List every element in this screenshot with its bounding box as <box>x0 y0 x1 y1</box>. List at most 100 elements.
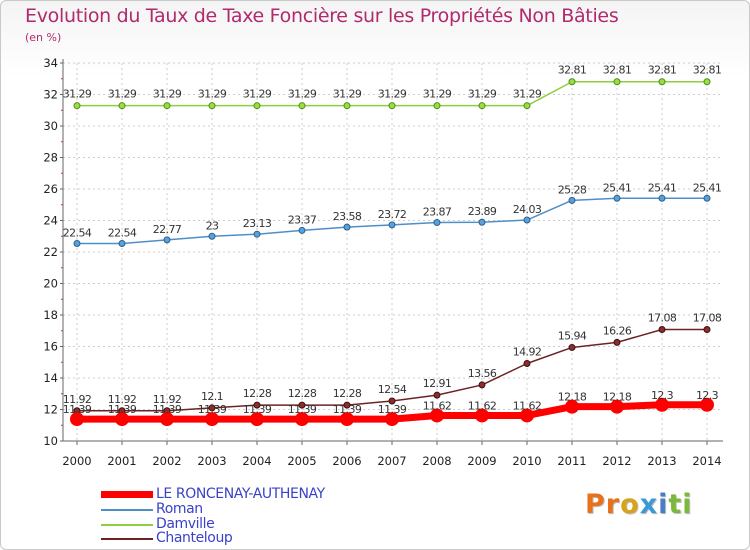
data-point-damville <box>343 102 351 110</box>
data-point-roman <box>478 218 486 226</box>
data-label-chanteloup: 17.08 <box>693 311 722 324</box>
y-tick-label: 10 <box>43 434 58 448</box>
data-label-chanteloup: 14.92 <box>513 346 542 359</box>
x-tick-label: 2006 <box>332 454 361 468</box>
y-tick-label: 32 <box>43 88 58 102</box>
data-point-chanteloup <box>523 360 531 368</box>
data-point-damville <box>253 102 261 110</box>
data-label-chanteloup: 11.92 <box>63 393 92 406</box>
data-point-chanteloup <box>658 325 666 333</box>
data-label-damville: 31.29 <box>468 88 497 101</box>
data-label-damville: 31.29 <box>198 88 227 101</box>
data-point-roman <box>613 194 621 202</box>
x-tick-label: 2010 <box>512 454 541 468</box>
data-label-le-roncenay-authenay: 11.39 <box>288 403 317 416</box>
data-point-roman <box>208 232 216 240</box>
data-label-le-roncenay-authenay: 11.39 <box>378 403 407 416</box>
data-label-le-roncenay-authenay: 12.3 <box>696 389 719 402</box>
x-tick-label: 2000 <box>62 454 91 468</box>
data-point-chanteloup <box>298 401 306 409</box>
data-label-damville: 32.81 <box>558 64 587 77</box>
series-lines <box>70 78 714 427</box>
data-label-damville: 31.29 <box>423 88 452 101</box>
data-point-le-roncenay-authenay <box>385 412 399 427</box>
data-label-damville: 31.29 <box>243 88 272 101</box>
data-point-damville <box>613 78 621 86</box>
x-tick-label: 2012 <box>602 454 631 468</box>
y-tick-label: 26 <box>43 182 58 196</box>
data-label-le-roncenay-authenay: 11.62 <box>513 399 542 412</box>
logo-letter: P <box>585 489 606 520</box>
data-label-roman: 25.41 <box>603 181 632 194</box>
data-point-chanteloup <box>433 391 441 399</box>
data-point-le-roncenay-authenay <box>160 412 174 427</box>
data-point-damville <box>298 102 306 110</box>
data-point-damville <box>433 102 441 110</box>
data-label-roman: 22.54 <box>63 226 92 239</box>
data-label-chanteloup: 12.28 <box>288 387 317 400</box>
y-tick-label: 30 <box>43 119 58 133</box>
unit-label: (en %) <box>25 31 62 44</box>
data-label-chanteloup: 16.26 <box>603 324 632 337</box>
chart-title: Evolution du Taux de Taxe Foncière sur l… <box>25 5 619 27</box>
y-tick-label: 22 <box>43 245 58 259</box>
legend-swatch-roman <box>101 509 153 511</box>
data-label-le-roncenay-authenay: 11.39 <box>153 403 182 416</box>
y-tick-label: 24 <box>43 214 58 228</box>
data-label-le-roncenay-authenay: 11.62 <box>423 399 452 412</box>
logo-letter: r <box>605 489 621 520</box>
data-label-roman: 23.13 <box>243 217 272 230</box>
data-point-damville <box>388 102 396 110</box>
data-label-le-roncenay-authenay: 11.62 <box>468 399 497 412</box>
data-label-chanteloup: 12.54 <box>378 383 407 396</box>
data-point-damville <box>523 102 531 110</box>
data-label-damville: 32.81 <box>693 64 722 77</box>
data-label-le-roncenay-authenay: 11.39 <box>108 403 137 416</box>
data-point-damville <box>208 102 216 110</box>
data-label-damville: 31.29 <box>513 88 542 101</box>
legend-label: Roman <box>156 501 203 517</box>
data-point-le-roncenay-authenay <box>250 412 264 427</box>
data-label-le-roncenay-authenay: 12.18 <box>603 391 632 404</box>
data-label-damville: 31.29 <box>108 88 137 101</box>
data-label-damville: 31.29 <box>288 88 317 101</box>
data-point-damville <box>73 102 81 110</box>
logo-letter: t <box>668 489 683 520</box>
data-point-le-roncenay-authenay <box>115 412 129 427</box>
y-tick-label: 16 <box>43 340 58 354</box>
data-label-chanteloup: 11.92 <box>108 393 137 406</box>
legend-label: LE RONCENAY-AUTHENAY <box>156 486 325 502</box>
data-point-roman <box>523 216 531 224</box>
data-point-chanteloup <box>253 401 261 409</box>
data-label-damville: 32.81 <box>603 64 632 77</box>
data-label-roman: 25.41 <box>648 181 677 194</box>
data-point-damville <box>703 78 711 86</box>
data-point-damville <box>658 78 666 86</box>
data-point-roman <box>703 194 711 202</box>
data-label-roman: 23.72 <box>378 208 407 221</box>
data-label-damville: 31.29 <box>378 88 407 101</box>
data-label-roman: 22.77 <box>153 223 182 236</box>
x-tick-label: 2001 <box>107 454 136 468</box>
legend-label: Damville <box>156 516 215 532</box>
x-tick-label: 2009 <box>467 454 496 468</box>
legend-swatch-chanteloup <box>101 538 153 540</box>
data-label-damville: 31.29 <box>153 88 182 101</box>
data-label-chanteloup: 12.1 <box>201 390 223 403</box>
data-label-le-roncenay-authenay: 12.18 <box>558 391 587 404</box>
x-tick-label: 2002 <box>152 454 181 468</box>
data-label-chanteloup: 12.91 <box>423 377 452 390</box>
data-label-roman: 23.58 <box>333 210 362 223</box>
logo-letter: i <box>682 489 693 520</box>
legend-swatch-le-roncenay-authenay <box>101 491 153 498</box>
data-point-roman <box>118 239 126 247</box>
axes: 10 12 14 16 18 20 22 24 26 28 30 32 34 2000 2001 2002 20… <box>43 56 723 468</box>
data-point-le-roncenay-authenay <box>70 412 84 427</box>
logo-letter: x <box>639 489 659 520</box>
legend-label: Chanteloup <box>156 530 233 546</box>
data-point-le-roncenay-authenay <box>475 408 489 423</box>
data-point-le-roncenay-authenay <box>565 399 579 414</box>
data-point-chanteloup <box>343 401 351 409</box>
